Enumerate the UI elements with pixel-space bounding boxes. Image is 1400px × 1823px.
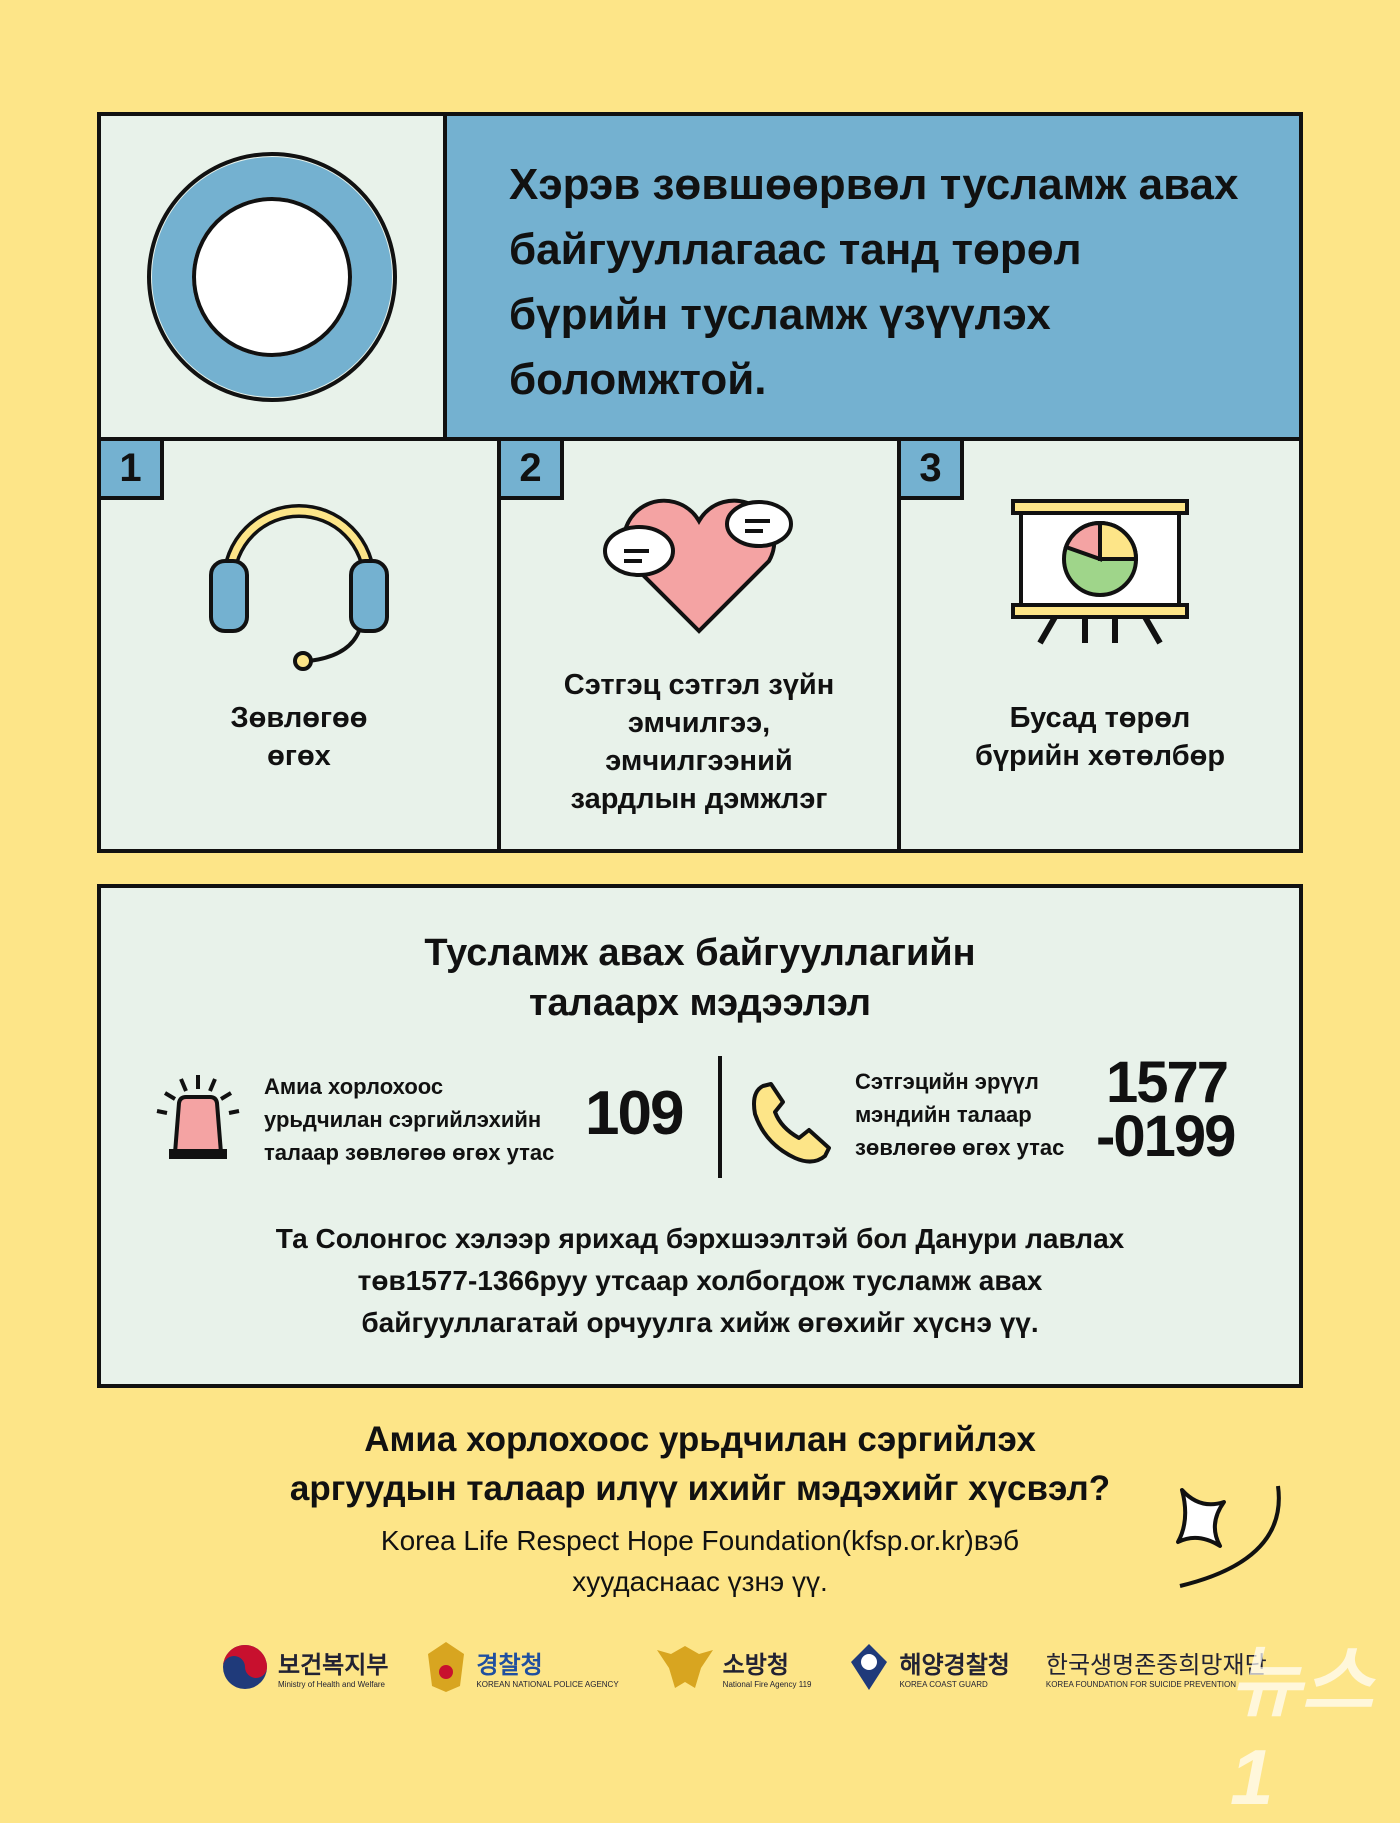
card-label-line: эмчилгээний — [605, 745, 793, 777]
sparkle-decoration-icon — [1176, 1485, 1281, 1588]
logo-kfsp: 한국생명존중희망재단 KOREA FOUNDATION FOR SUICIDE P… — [1046, 1645, 1267, 1689]
desc-line: урьдчилан сэргийлэхийн — [264, 1107, 542, 1132]
info-title-line: талаарх мэдээлэл — [528, 982, 872, 1024]
hotline1-desc: Амиа хорлохоос урьдчилан сэргийлэхийн та… — [264, 1070, 554, 1169]
desc-line: Амиа хорлохоос — [264, 1074, 444, 1099]
note-line: байгууллагатай орчуулга хийж өгөхийг хүс… — [361, 1307, 1039, 1338]
siren-icon — [156, 1075, 240, 1159]
logo-sub: Ministry of Health and Welfare — [278, 1680, 386, 1689]
taegeuk-logo-icon — [223, 1645, 267, 1689]
question-line: аргуудын талаар илүү ихийг мэдэхийг хүсв… — [289, 1469, 1111, 1508]
sub-line: Korea Life Respect Hope Foundation(kfsp.… — [380, 1525, 1020, 1556]
card-number: 1 — [97, 437, 164, 500]
card-label-line: бүрийн хөтөлбөр — [974, 740, 1226, 772]
footer-question: Амиа хорлохоос урьдчилан сэргийлэх аргуу… — [0, 1415, 1400, 1513]
desc-line: Сэтгэцийн эрүүл — [855, 1069, 1039, 1094]
logo-name: 해양경찰청 — [899, 1652, 1010, 1679]
logo-name: 경찰청 — [476, 1652, 543, 1679]
card-label-line: Бусад төрөл — [1009, 702, 1191, 734]
info-note: Та Солонгос хэлээр ярихад бэрхшээлтэй бо… — [101, 1218, 1299, 1344]
logo-mohw: 보건복지부 Ministry of Health and Welfare — [220, 1642, 388, 1692]
news1-watermark: 뉴스1 — [1230, 1638, 1374, 1821]
sub-line: хуудаснаас үзнэ үү. — [572, 1566, 828, 1597]
coast-guard-emblem-icon — [851, 1644, 888, 1690]
note-line: төв1577-1366руу утсаар холбогдож тусламж… — [357, 1265, 1043, 1296]
footer-sub: Korea Life Respect Hope Foundation(kfsp.… — [0, 1520, 1400, 1602]
question-line: Амиа хорлохоос урьдчилан сэргийлэх — [364, 1420, 1036, 1459]
headset-icon — [209, 504, 389, 671]
card-therapy: 2 Сэтгэц сэтгэл зүйн эмчилгээ, эмчилгээн… — [497, 437, 901, 853]
logo-police: 경찰청 KOREAN NATIONAL POLICE AGENCY — [424, 1640, 619, 1694]
logo-fire: 소방청 National Fire Agency 119 — [655, 1642, 812, 1692]
police-emblem-icon — [428, 1642, 465, 1692]
fire-emblem-icon — [656, 1646, 713, 1688]
presentation-chart-icon — [1011, 499, 1189, 645]
logo-name: 한국생명존중희망재단 — [1045, 1652, 1267, 1679]
header-panel: Хэрэв зөвшөөрвөл тусламж авах байгууллаг… — [443, 112, 1303, 441]
logo-sub: KOREA FOUNDATION FOR SUICIDE PREVENTION — [1045, 1680, 1236, 1689]
phone-icon — [752, 1082, 831, 1164]
info-title: Тусламж авах байгууллагийн талаарх мэдээл… — [101, 928, 1299, 1028]
circle-o-icon — [147, 152, 397, 402]
logo-sub: KOREA COAST GUARD — [899, 1680, 988, 1689]
card-programs: 3 Бусад төрөл бүрийн хөтөлбөр — [897, 437, 1303, 853]
logo-strip: 보건복지부 Ministry of Health and Welfare 경찰청 K… — [220, 1640, 1267, 1694]
card-number: 3 — [897, 437, 964, 500]
logo-sub: KOREAN NATIONAL POLICE AGENCY — [476, 1680, 619, 1689]
logo-name: 소방청 — [722, 1652, 789, 1679]
logo-sub: National Fire Agency 119 — [722, 1680, 812, 1689]
card-label-line: эмчилгээ, — [627, 707, 771, 739]
card-counseling: 1 Зөвлөгөө өгөх — [97, 437, 501, 853]
note-line: Та Солонгос хэлээр ярихад бэрхшээлтэй бо… — [275, 1223, 1125, 1254]
card-label-line: зардлын дэмжлэг — [570, 783, 828, 815]
desc-line: зөвлөгөө өгөх утас — [855, 1135, 1065, 1160]
heart-chat-icon — [603, 498, 793, 634]
logo-coast-guard: 해양경찰청 KOREA COAST GUARD — [847, 1642, 1010, 1692]
card-label-line: өгөх — [267, 740, 331, 772]
hotline2-desc: Сэтгэцийн эрүүл мэндийн талаар зөвлөгөө … — [855, 1065, 1064, 1164]
header-title: Хэрэв зөвшөөрвөл тусламж авах байгууллаг… — [509, 160, 1239, 404]
hotline2-number: 1577 -0199 — [1096, 1050, 1236, 1169]
desc-line: мэндийн талаар — [855, 1102, 1032, 1127]
info-panel: Тусламж авах байгууллагийн талаарх мэдээл… — [97, 884, 1303, 1388]
header-icon-panel — [97, 112, 447, 441]
info-title-line: Тусламж авах байгууллагийн — [424, 932, 976, 974]
logo-name: 보건복지부 — [278, 1652, 389, 1679]
divider — [718, 1056, 722, 1178]
card-label-line: Зөвлөгөө — [230, 702, 368, 734]
number-line: 1577 — [1106, 1050, 1229, 1115]
card-number: 2 — [497, 437, 564, 500]
desc-line: талаар зөвлөгөө өгөх утас — [264, 1140, 555, 1165]
number-line: -0199 — [1096, 1104, 1236, 1169]
card-label-line: Сэтгэц сэтгэл зүйн — [563, 669, 835, 701]
hotline1-number: 109 — [585, 1079, 684, 1148]
